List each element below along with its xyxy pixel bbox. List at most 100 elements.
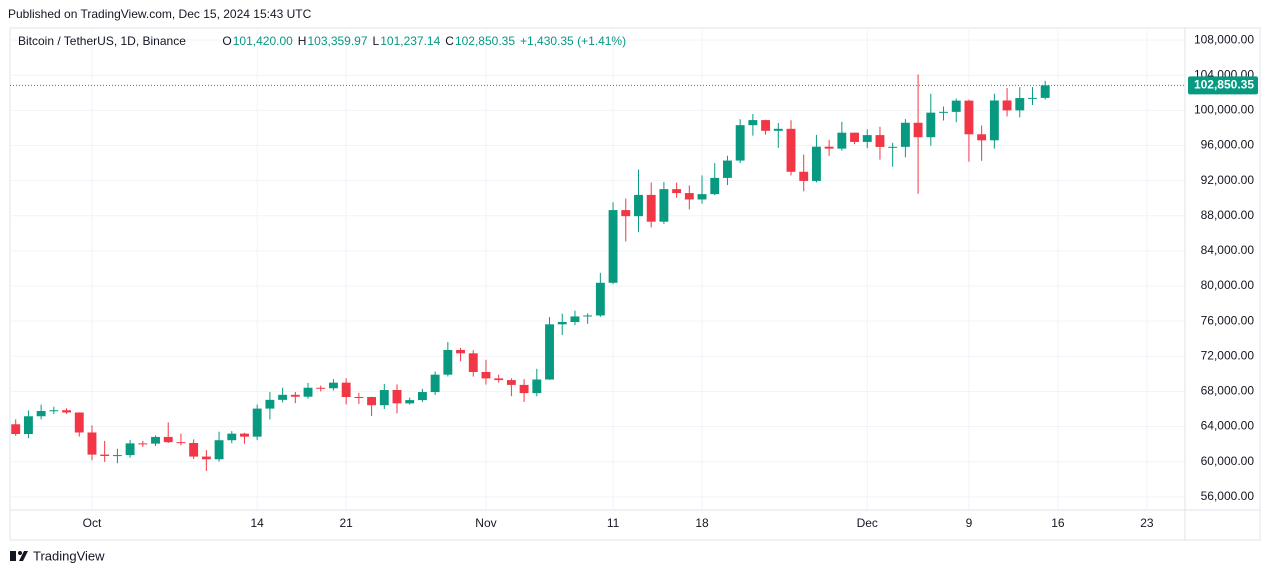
y-tick-label: 80,000.00: [1201, 278, 1255, 292]
chart-frame: [9, 27, 1261, 541]
candle-body: [405, 400, 415, 404]
candle-body: [926, 112, 936, 138]
candle-body: [710, 177, 720, 195]
candle-body: [329, 382, 338, 389]
candle-body: [850, 132, 859, 142]
candle-body: [278, 394, 288, 400]
candle-body: [1040, 85, 1050, 98]
logo-mark: [10, 551, 16, 561]
candle-body: [659, 189, 669, 222]
candle-body: [786, 128, 796, 172]
candle-body: [456, 349, 465, 354]
candle-body: [583, 315, 593, 317]
candle-body: [367, 397, 377, 406]
candle-body: [379, 390, 389, 406]
y-tick-label: 88,000.00: [1201, 208, 1255, 222]
candle-body: [36, 411, 46, 417]
candle-body: [443, 349, 453, 375]
candle-body: [837, 132, 847, 149]
candle-body: [430, 374, 440, 393]
y-tick-label: 92,000.00: [1201, 173, 1255, 187]
candle-body: [316, 387, 326, 389]
candle-body: [608, 210, 618, 283]
candle-body: [913, 122, 923, 138]
candle-body: [875, 135, 885, 147]
candle-body: [939, 111, 948, 113]
candle-body: [100, 454, 110, 456]
published-note: Published on TradingView.com, Dec 15, 20…: [8, 7, 312, 21]
x-tick-label: 23: [1140, 516, 1154, 530]
candle-body: [519, 384, 529, 394]
x-tick-label: Dec: [857, 516, 878, 530]
ohlc-key: C: [445, 34, 454, 48]
chart-title: Bitcoin / TetherUS, 1D, Binance: [18, 34, 186, 48]
y-tick-label: 72,000.00: [1201, 348, 1255, 362]
candle-body: [506, 380, 516, 385]
candle-body: [392, 390, 402, 404]
candle-body: [748, 120, 758, 126]
y-tick-label: 84,000.00: [1201, 243, 1255, 257]
candle-body: [189, 442, 199, 457]
last-price-label: 102,850.35: [1194, 78, 1254, 92]
footer-brand: TradingView: [33, 548, 105, 563]
candle-body: [570, 316, 580, 323]
candle-body: [697, 194, 707, 200]
candle-body: [214, 440, 224, 460]
candle-body: [735, 125, 745, 161]
y-tick-label: 100,000.00: [1194, 103, 1254, 117]
x-tick-label: 14: [251, 516, 265, 530]
candle-body: [951, 100, 961, 112]
candle-body: [125, 443, 135, 456]
candle-body: [557, 322, 567, 325]
candle-body: [74, 412, 84, 433]
candle-body: [1015, 98, 1025, 111]
candle-body: [138, 443, 148, 445]
candle-body: [532, 379, 542, 394]
x-tick-label: 18: [695, 516, 709, 530]
ohlc-key: O: [222, 34, 231, 48]
candle-body: [201, 456, 211, 460]
y-tick-label: 108,000.00: [1194, 32, 1254, 46]
y-tick-label: 60,000.00: [1201, 454, 1255, 468]
candle-body: [672, 189, 682, 194]
candle-body: [900, 122, 910, 147]
candle-body: [888, 146, 898, 148]
candle-body: [176, 442, 186, 444]
candle-body: [545, 324, 554, 380]
ohlc-header: O 101,420.00 H 103,359.97 L 101,237.14 C 102,85…: [222, 34, 626, 48]
last-price-tag: [1188, 76, 1258, 95]
grid: [10, 30, 1185, 510]
y-tick-label: 76,000.00: [1201, 313, 1255, 327]
candle-body: [87, 432, 97, 455]
x-tick-label: 16: [1051, 516, 1065, 530]
x-tick-label: 11: [607, 516, 620, 530]
change: +1,430.35 (+1.41%): [520, 34, 626, 48]
candle-body: [989, 100, 999, 141]
candle-body: [112, 455, 122, 457]
y-tick-label: 68,000.00: [1201, 384, 1255, 398]
candle-body: [723, 160, 732, 178]
candle-body: [684, 193, 694, 200]
candle-body: [303, 387, 313, 397]
candle-body: [1002, 100, 1012, 111]
candle-body: [227, 433, 237, 441]
candle-body: [49, 410, 59, 412]
candle-body: [646, 194, 656, 222]
ohlc-value: 101,237.14: [380, 34, 440, 48]
logo-mark: [18, 551, 22, 555]
logo-mark: [19, 551, 28, 561]
candle-body: [23, 416, 33, 435]
candle-body: [163, 436, 173, 443]
candle-body: [354, 396, 364, 398]
candle-body: [761, 120, 771, 131]
candle-body: [977, 134, 987, 141]
logo: TradingView: [10, 548, 105, 563]
ohlc-value: 102,850.35: [455, 34, 515, 48]
candle-body: [252, 408, 262, 437]
candle-body: [11, 424, 21, 435]
ohlc-value: 101,420.00: [233, 34, 293, 48]
candle-body: [799, 171, 809, 181]
candle-body: [265, 399, 275, 409]
candle-body: [634, 194, 643, 217]
